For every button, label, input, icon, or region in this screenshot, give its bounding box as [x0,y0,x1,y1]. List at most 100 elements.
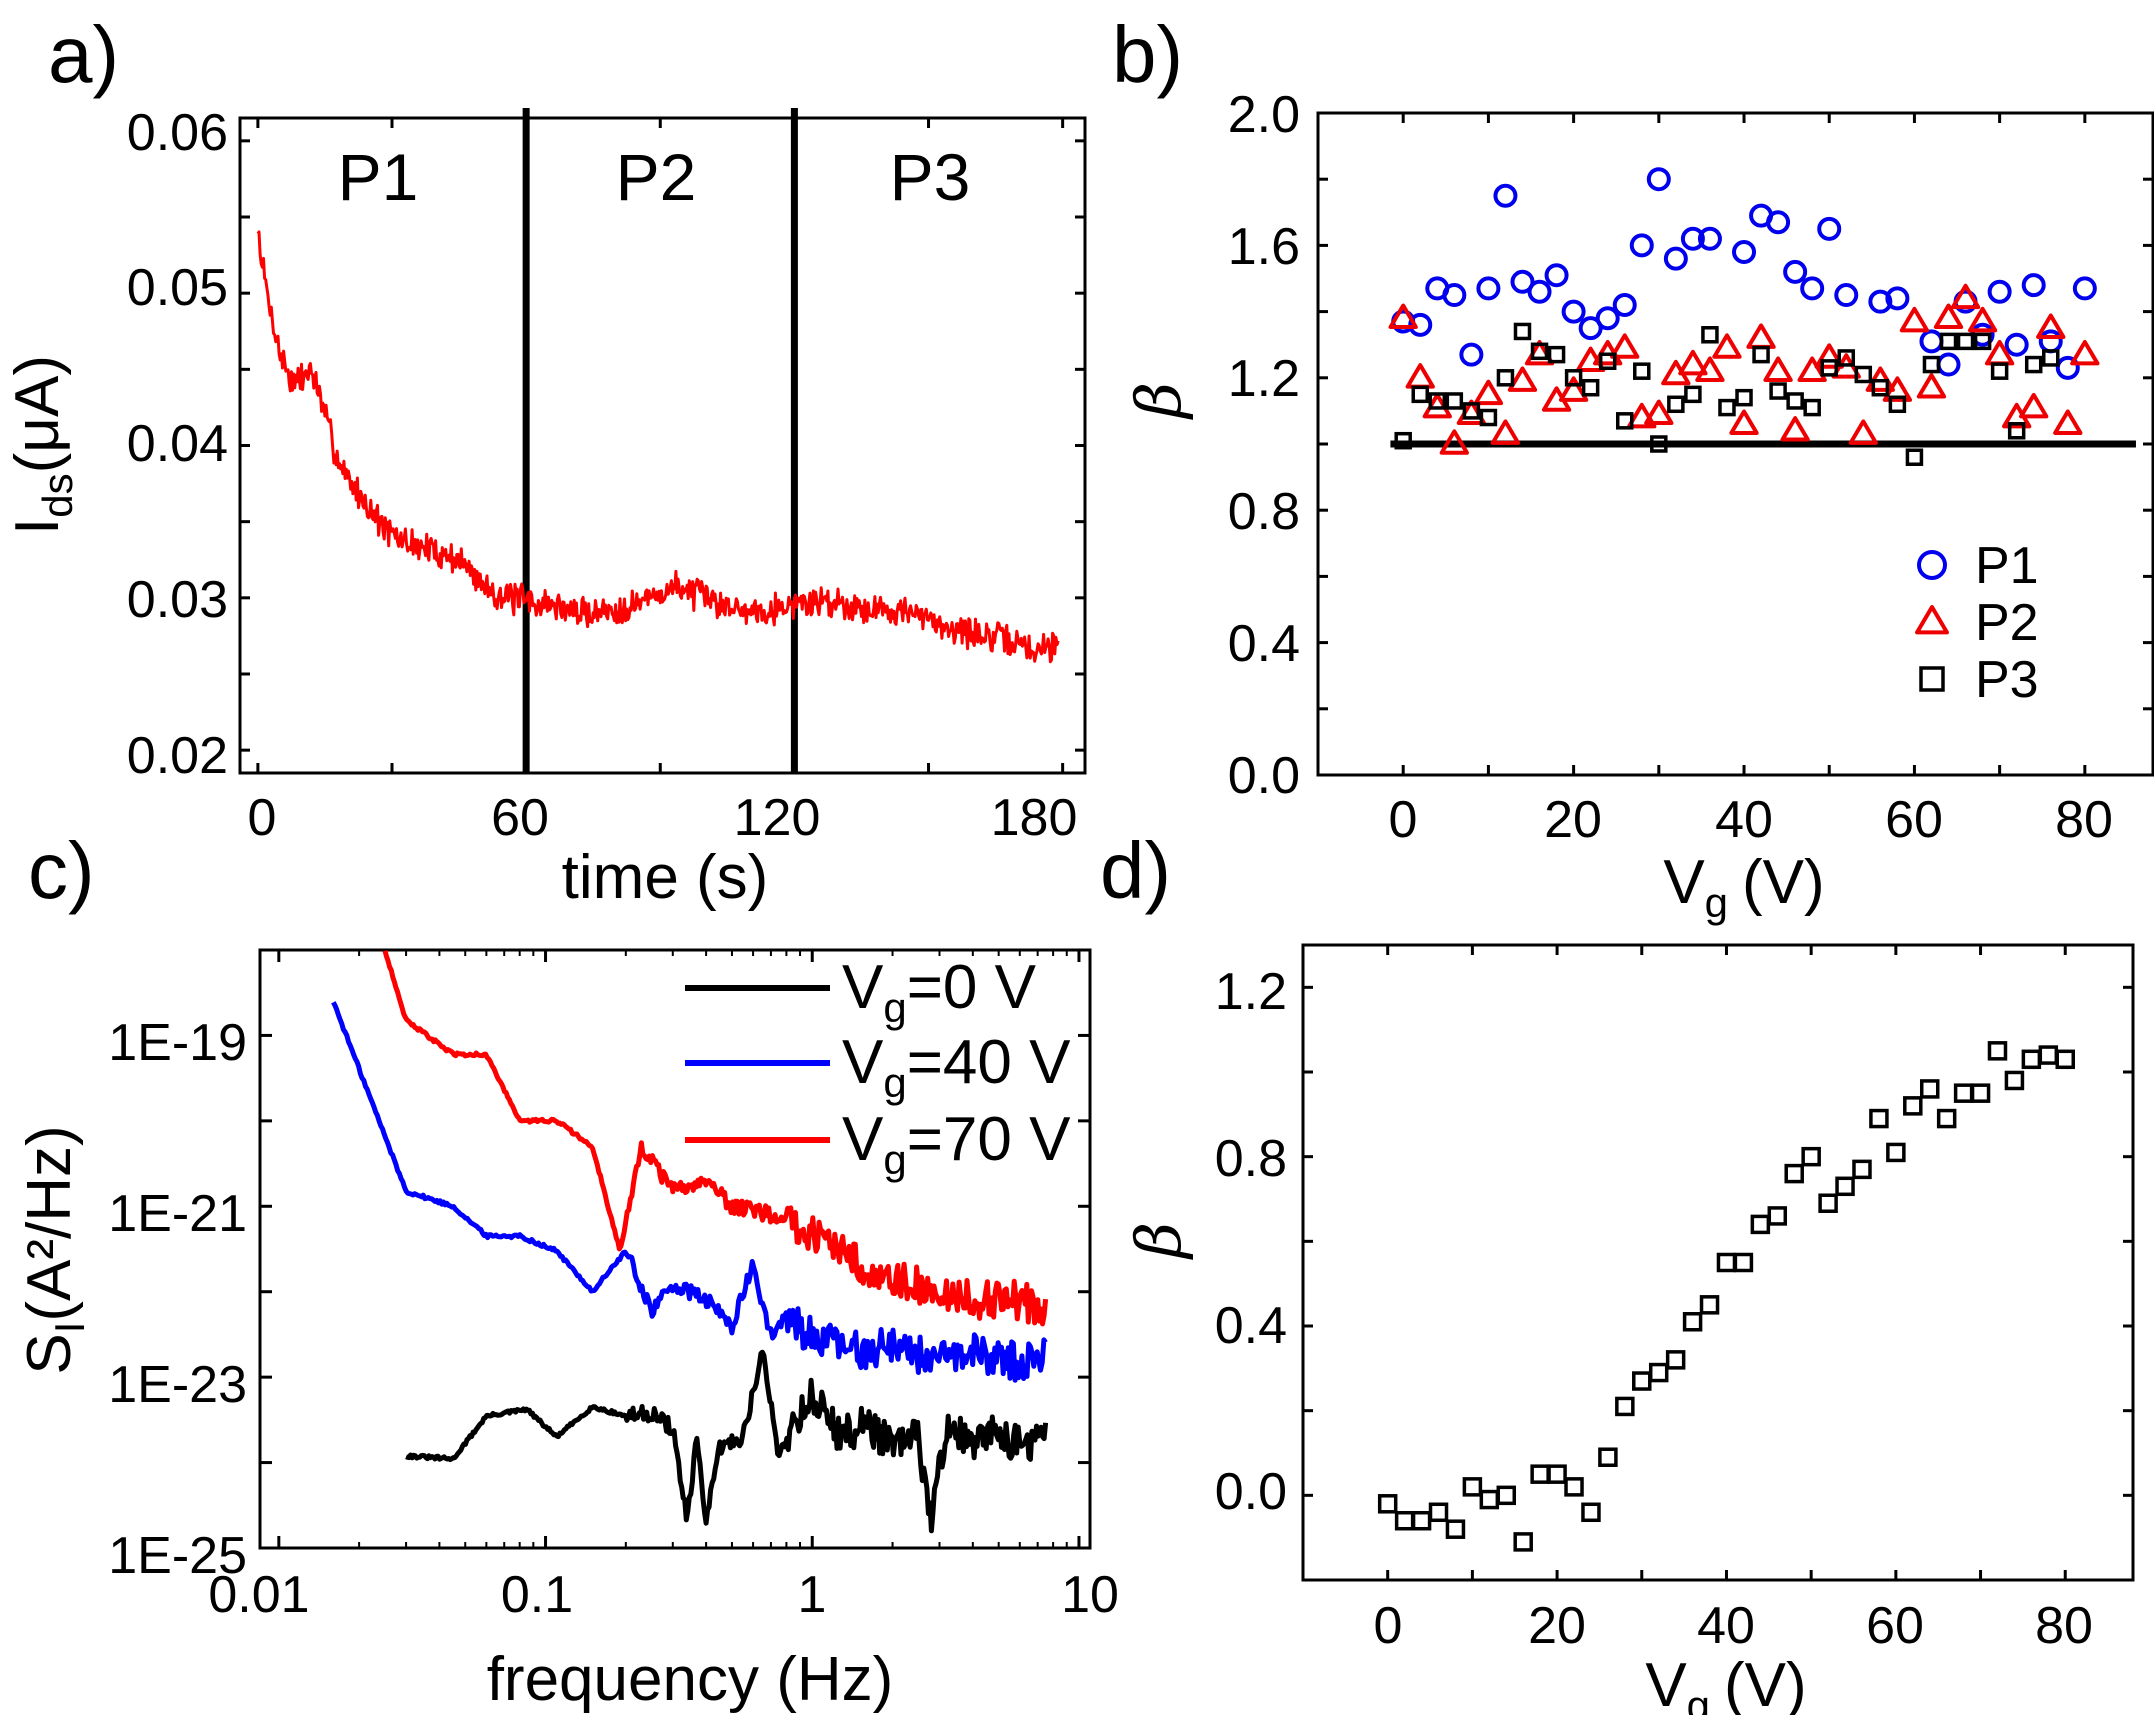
point-p1 [2004,332,2029,357]
spectrum-line-0v [405,1349,1049,1534]
point-p3 [2007,422,2026,440]
point-p2 [1473,379,1504,406]
beta-point [1564,1477,1584,1497]
ytick-label: 0.03 [127,571,228,629]
point-p3 [1990,362,2009,380]
period-dividers [522,108,798,773]
ytick-label: 0.0 [1228,747,1300,805]
point-p1 [1578,316,1603,341]
point-p3 [1411,385,1429,404]
point-p2 [1729,409,1759,435]
point-p1 [1595,306,1620,331]
ytick-label: 0.4 [1215,1297,1287,1355]
ytick-label: 0.02 [127,727,228,785]
plot-frame-d [1301,943,2135,1582]
point-p3 [1530,342,1549,361]
xaxis-label-c: frequency (Hz) [487,1645,894,1714]
axis-ticks-b [1318,111,2153,777]
point-p1 [1732,240,1757,265]
point-p3 [1956,332,1975,351]
point-p2 [1610,333,1640,359]
point-p1 [1834,283,1859,308]
point-p1 [1408,312,1433,337]
point-p1 [1817,216,1842,241]
panel-label-d: d) [1100,826,1171,915]
xtick-label: 0.1 [501,1566,573,1624]
beta-point [1869,1108,1889,1129]
xtick-label: 40 [1715,791,1773,849]
beta-point [1903,1096,1923,1116]
xtick-label: 0 [1389,791,1418,849]
point-p3 [1428,392,1447,410]
xtick-label: 0.01 [208,1566,309,1624]
panel-label-c: c) [28,826,95,915]
beta-point [1919,1079,1940,1099]
panel-label-a: a) [48,10,119,99]
legend-symbol [1919,666,1945,692]
point-p3 [1633,362,1651,380]
axis-ticks-c [260,950,1090,1550]
beta-point [1598,1447,1618,1467]
xtick-label: 10 [1061,1566,1119,1624]
point-p1 [1459,342,1484,367]
xtick-label: 1 [798,1566,827,1624]
scatter-points-b [1388,167,2100,466]
point-p1 [1800,276,1825,301]
xtick-label: 40 [1697,1597,1755,1655]
xtick-label: 60 [1866,1597,1924,1655]
point-p1 [1493,183,1518,208]
point-p2 [1916,373,1947,399]
point-p2 [1780,416,1810,442]
point-p1 [2021,273,2046,298]
ytick-label: 0.8 [1228,483,1300,541]
beta-point [1377,1494,1398,1514]
beta-point [1665,1350,1686,1370]
beta-point [1445,1519,1466,1539]
ytick-label: 1E-23 [108,1356,247,1414]
beta-point [1801,1146,1821,1167]
point-p3 [1735,388,1753,407]
point-p1 [2072,276,2097,301]
axis-ticks-d [1303,945,2133,1582]
point-p1 [1629,233,1654,258]
point-p1 [1680,226,1705,251]
beta-point [1936,1108,1957,1129]
point-p3 [1888,395,1907,414]
point-p1 [1697,226,1722,251]
plot-frame-c [258,948,1092,1550]
point-p1 [1885,286,1910,311]
point-p3 [1650,435,1668,453]
legend-c: Vg=0 V Vg=40 V Vg=70 V [685,953,1071,1183]
ytick-label: 1E-19 [108,1014,247,1072]
point-p3 [1837,349,1856,367]
beta-point [1581,1502,1601,1523]
point-p2 [1678,349,1708,376]
xtick-label: 180 [991,789,1078,847]
beta-point [1970,1083,1991,1103]
point-p1 [1442,283,1467,308]
beta-point [1648,1362,1669,1383]
legend-label-40v: Vg=40 V [842,1028,1071,1106]
spectra-lines [331,950,1049,1534]
ytick-label: 0.06 [127,104,228,162]
point-p2 [1388,303,1418,330]
point-p3 [1905,448,1924,466]
beta-point [1615,1396,1635,1417]
legend-b: P1 P2 P3 [1915,537,2039,709]
legend-label-0v: Vg=0 V [842,953,1037,1031]
panel-d: d) 0 20 40 60 80 0.0 0.4 0.8 1.2 Vg (V) β [1100,826,2135,1720]
point-p3 [1922,355,1941,374]
xaxis-label-b: Vg (V) [1663,848,1824,926]
yaxis-label-c: SI(A²/Hz) [15,1125,93,1374]
yaxis-label-d: β [1122,1222,1195,1260]
point-p1 [1527,279,1552,304]
beta-point [1852,1159,1872,1180]
legend-label-p2: P2 [1975,594,2039,652]
point-p1 [2055,355,2080,380]
point-p3 [1581,378,1600,397]
point-p3 [1496,369,1515,387]
point-p2 [1899,306,1930,333]
point-p3 [1786,392,1804,410]
xaxis-label-d: Vg (V) [1645,1651,1806,1715]
